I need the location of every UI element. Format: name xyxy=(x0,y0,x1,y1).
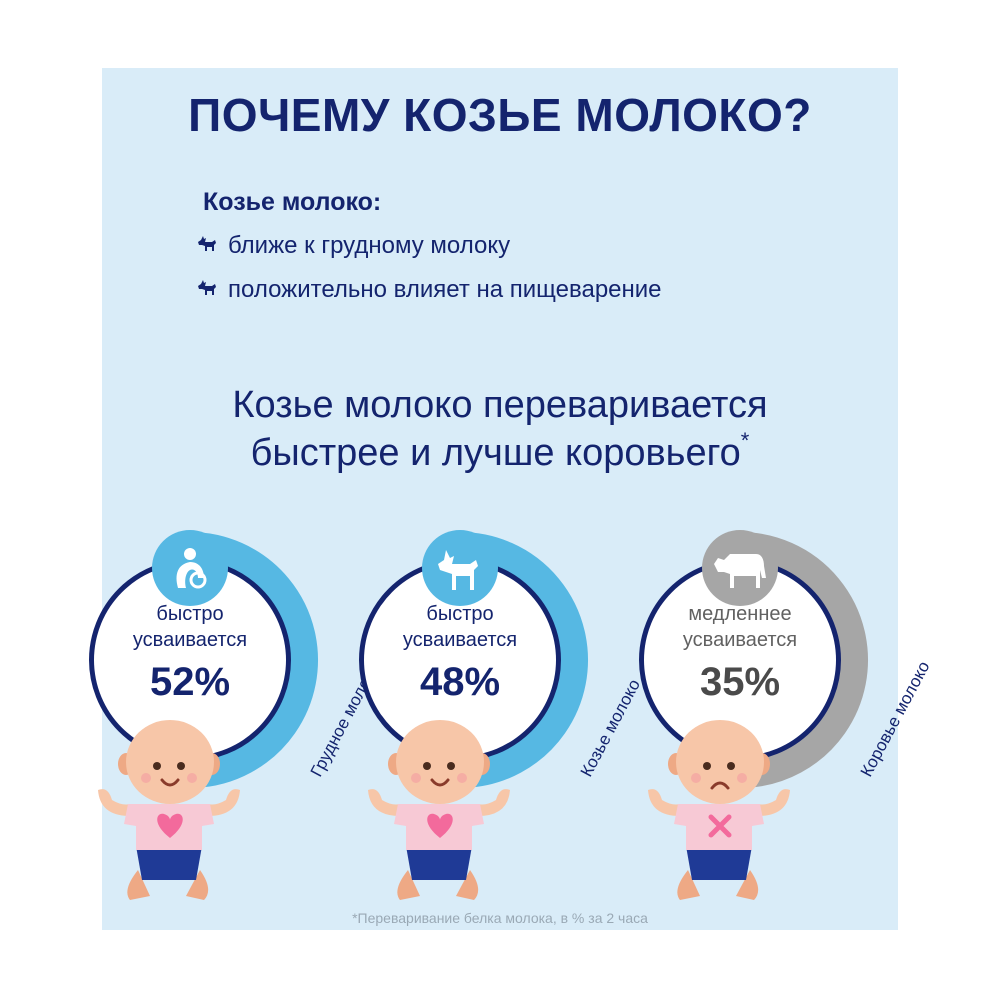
gauge-disc xyxy=(644,564,836,756)
breastfeeding-icon xyxy=(176,548,207,589)
percent-value: 35% xyxy=(699,660,781,704)
baby-eye xyxy=(727,762,735,770)
baby-mouth xyxy=(710,781,730,790)
baby-leg xyxy=(677,870,700,900)
footnote-mark: * xyxy=(740,428,750,453)
percent-value: 52% xyxy=(149,660,231,704)
headline-line-2: быстрее и лучше коровьего* xyxy=(250,428,750,474)
absorbs-label: усваивается xyxy=(402,629,518,651)
mother-head xyxy=(184,548,196,560)
goat-shape xyxy=(438,550,478,590)
baby-arm xyxy=(98,789,130,816)
benefit-item: ближе к грудному молоку xyxy=(196,232,510,260)
baby-illustration xyxy=(98,720,240,900)
baby-eye xyxy=(177,762,185,770)
page-title: ПОЧЕМУ КОЗЬЕ МОЛОКО? xyxy=(188,89,812,141)
gauge-graphic: Грудное молоко xyxy=(89,530,383,900)
baby-leg xyxy=(127,870,150,900)
baby-eye xyxy=(423,762,431,770)
baby-leg xyxy=(397,870,420,900)
gauge-graphic: Коровье молоко xyxy=(639,530,934,900)
baby-cheek xyxy=(691,773,701,783)
benefit-item: положительно влияет на пищеварение xyxy=(196,276,662,304)
baby-arm xyxy=(368,789,400,816)
baby-arm xyxy=(758,789,790,816)
cross-icon xyxy=(708,814,732,838)
baby-diaper xyxy=(406,846,472,880)
benefit-text: положительно влияет на пищеварение xyxy=(228,276,662,303)
baby-eye xyxy=(447,762,455,770)
baby-cheek xyxy=(187,773,197,783)
baby-cheek xyxy=(141,773,151,783)
gauge-disc xyxy=(364,564,556,756)
baby-cheek xyxy=(737,773,747,783)
speed-label: медленнее xyxy=(688,603,792,625)
baby-arm xyxy=(648,789,680,816)
baby-eye xyxy=(153,762,161,770)
heart-icon xyxy=(157,813,183,838)
cow-shape xyxy=(714,554,766,588)
benefits-heading: Козье молоко: xyxy=(203,188,382,216)
milk-type-label: Козье молоко xyxy=(577,676,644,780)
baby-illustration xyxy=(368,720,510,900)
baby-leg xyxy=(186,870,209,900)
baby-mouth xyxy=(160,778,180,787)
baby-diaper xyxy=(136,846,202,880)
goat-bullet-icon xyxy=(198,280,216,295)
speed-label: быстро xyxy=(426,603,494,625)
baby-arm xyxy=(208,789,240,816)
baby-mouth xyxy=(430,778,450,787)
baby-arm xyxy=(478,789,510,816)
background-panel xyxy=(102,68,898,930)
absorbs-label: усваивается xyxy=(132,629,248,651)
baby-leg xyxy=(736,870,759,900)
baby-eye xyxy=(703,762,711,770)
goat-bullet-icon xyxy=(198,236,216,251)
gauge-disc xyxy=(94,564,286,756)
baby-leg xyxy=(456,870,479,900)
comparison-breast-milk: Грудное молоко быстро усваивается 52% xyxy=(89,520,390,900)
mother-body xyxy=(176,562,204,588)
gauge-graphic: Козье молоко xyxy=(359,530,644,900)
baby-head xyxy=(396,720,484,804)
footnote: *Переваривание белка молока, в % за 2 ча… xyxy=(352,910,648,926)
speed-label: быстро xyxy=(156,603,224,625)
cow-icon xyxy=(714,554,766,588)
baby-cheek xyxy=(457,773,467,783)
headline-line-1: Козье молоко переваривается xyxy=(232,384,768,426)
percent-value: 48% xyxy=(419,660,501,704)
benefit-text: ближе к грудному молоку xyxy=(228,232,511,259)
baby-illustration xyxy=(648,720,790,900)
baby-cheek xyxy=(411,773,421,783)
baby-diaper xyxy=(686,846,752,880)
comparison-goat-milk: Козье молоко быстро усваивается 48% xyxy=(359,520,660,900)
absorbs-label: усваивается xyxy=(682,629,798,651)
baby-bundle xyxy=(189,571,207,589)
baby-head xyxy=(676,720,764,804)
goat-icon xyxy=(438,550,478,590)
baby-head xyxy=(126,720,214,804)
milk-type-label: Коровье молоко xyxy=(857,658,934,780)
heart-icon xyxy=(427,813,453,838)
comparison-cow-milk: Коровье молоко медленнее усваивается 35% xyxy=(639,520,940,900)
